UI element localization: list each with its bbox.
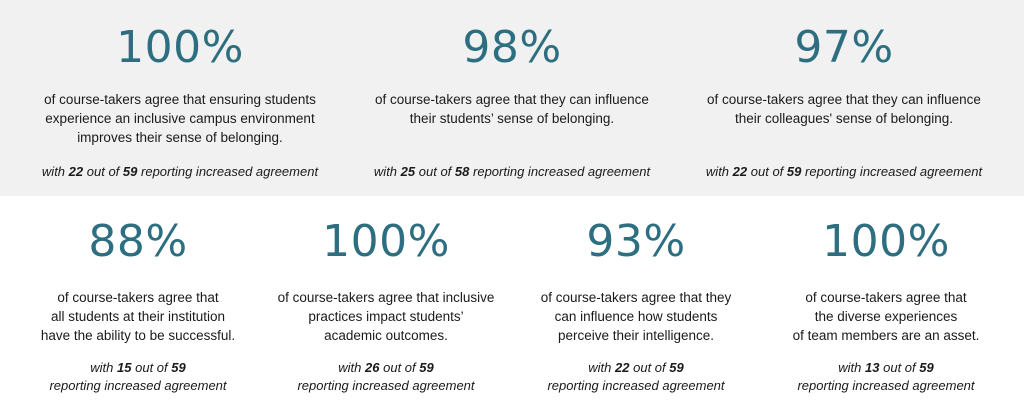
stat-card-perceived-intelligence: 93% of course-takers agree that they can… xyxy=(510,216,762,395)
stat-card-academic-outcomes: 100% of course-takers agree that inclusi… xyxy=(260,216,512,395)
stat-percent: 100% xyxy=(116,22,244,73)
stat-note: with 15 out of 59 reporting increased ag… xyxy=(49,360,227,393)
stat-note: with 26 out of 59 reporting increased ag… xyxy=(297,360,475,393)
stat-note: with 22 out of 59 reporting increased ag… xyxy=(547,360,725,393)
stat-description: of course-takers agree that they can inf… xyxy=(375,92,649,126)
stat-description: of course-takers agree that all students… xyxy=(40,290,236,343)
stat-card-student-belonging: 98% of course-takers agree that they can… xyxy=(342,22,682,181)
stat-card-colleague-belonging: 97% of course-takers agree that they can… xyxy=(674,22,1014,181)
top-stats-band xyxy=(0,0,1024,196)
stat-percent: 100% xyxy=(322,216,450,267)
stat-percent: 93% xyxy=(586,216,686,267)
stat-percent: 97% xyxy=(794,22,894,73)
stat-note: with 22 out of 59 reporting increased ag… xyxy=(705,164,983,179)
stat-card-inclusive-environment: 100% of course-takers agree that ensurin… xyxy=(10,22,350,181)
stat-description: of course-takers agree that they can inf… xyxy=(540,290,732,343)
stat-card-diverse-experiences: 100% of course-takers agree that the div… xyxy=(760,216,1012,395)
stat-description: of course-takers agree that the diverse … xyxy=(792,290,980,343)
stat-percent: 100% xyxy=(822,216,950,267)
bottom-stats-band xyxy=(0,196,1024,419)
stat-percent: 88% xyxy=(88,216,188,267)
stat-note: with 13 out of 59 reporting increased ag… xyxy=(797,360,975,393)
stat-note: with 22 out of 59 reporting increased ag… xyxy=(41,164,319,179)
stat-card-student-success: 88% of course-takers agree that all stud… xyxy=(12,216,264,395)
stat-description: of course-takers agree that ensuring stu… xyxy=(44,92,316,145)
stat-description: of course-takers agree that they can inf… xyxy=(707,92,981,126)
stat-description: of course-takers agree that inclusive pr… xyxy=(277,290,495,343)
stat-note: with 25 out of 58 reporting increased ag… xyxy=(373,164,651,179)
stat-percent: 98% xyxy=(462,22,562,73)
